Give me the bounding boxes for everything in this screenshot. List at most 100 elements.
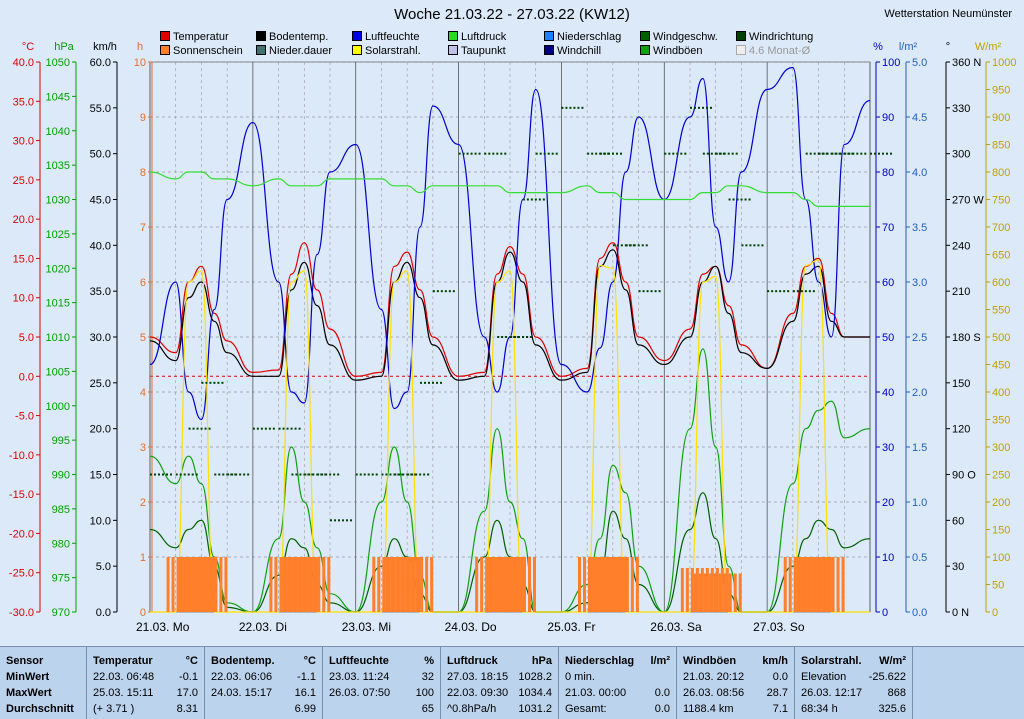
wind-direction-mark [192,427,195,430]
legend-swatch [544,31,554,41]
sunshine-bar [184,557,188,612]
sunshine-bar [500,557,504,612]
sunshine-bar [503,557,506,612]
wind-direction-mark [183,473,186,476]
direction-axis-label: 240 [952,240,970,252]
wind-direction-mark [260,427,263,430]
sunshine-bar [808,557,812,612]
wind-direction-mark [436,290,439,293]
pressure-axis-label: 1035 [46,160,70,172]
direction-axis-label: 90 O [952,470,976,482]
wind-direction-mark [616,152,618,155]
legend-label: Windgeschw. [653,31,718,43]
sunshine-bar [698,573,702,612]
sunshine-bar [201,557,205,612]
stats-cell: 868 [887,687,906,699]
wind-direction-mark [214,473,217,476]
sunshine-bar [297,557,301,612]
sunshine-bar [402,557,406,612]
rain-axis-label: 4.0 [912,167,927,179]
wind-direction-mark [510,336,512,338]
wind-direction-mark [706,152,709,155]
rain-axis-label: 3.5 [912,222,927,234]
wind-direction-mark [474,152,477,155]
wind-direction-mark [500,152,503,155]
legend-item: Windrichtung [736,31,813,43]
hours-axis-label: 9 [140,112,146,124]
sunshine-bar [312,557,316,612]
stats-row: Elevation -25.622 [801,669,906,685]
wind-direction-mark [744,198,747,201]
wind-direction-mark [715,152,718,155]
wind-direction-mark [440,290,443,293]
humidity-axis-label: 80 [882,167,894,179]
wind-direction-mark [317,473,320,476]
sunshine-bar [608,557,611,612]
wind-direction-mark [646,290,649,293]
wind-direction-mark [330,519,332,522]
solar-axis-label: 700 [992,222,1010,234]
sunshine-bar [181,557,185,612]
sunshine-bar [292,557,296,612]
wind-direction-mark [462,152,465,155]
solar-axis-label: 900 [992,112,1010,124]
x-tick-label: 27.03. So [753,620,805,634]
wind-direction-mark [672,152,675,155]
sunshine-bar [480,557,484,612]
stats-cell: 26.03. 12:17 [801,687,863,699]
wind-direction-mark [497,336,500,338]
stats-column: Luftdruck hPa 27.03. 18:15 1028.2 22.03. 09:… [441,647,559,719]
stats-cell: 8.31 [176,703,198,715]
stats-cell: 7.1 [772,703,788,715]
legend-item: Nieder.dauer [256,45,332,57]
sunshine-bar [713,573,717,612]
wind-direction-mark [694,106,696,109]
wind-direction-mark [600,152,602,155]
wind-axis-label: 5.0 [96,561,111,573]
solar-axis-label: 400 [992,387,1010,399]
temp-axis-label: 25.0 [13,175,34,187]
wind-direction-mark [796,290,799,293]
wind-direction-mark [835,152,838,155]
wind-direction-mark [745,244,748,247]
wind-axis-label: 25.0 [90,378,111,390]
wind-direction-mark [466,152,469,155]
sunshine-bar [803,557,807,612]
sunshine-bar [738,573,742,612]
direction-axis-label: 150 [952,378,970,390]
pressure-axis-label: 1010 [46,332,70,344]
wind-direction-mark [371,473,374,476]
wind-direction-mark [355,473,358,476]
legend-swatch [640,45,650,55]
stats-cell: 27.03. 18:15 [447,671,509,683]
stats-cell: 1188.4 km [683,703,734,715]
sunshine-bar [493,557,496,612]
pressure-axis-label: 1040 [46,126,70,138]
legend-label: Niederschlag [557,31,622,43]
sunshine-bar [415,557,419,612]
wind-direction-mark [290,427,293,430]
sunshine-bar [603,557,606,612]
humidity-axis-label: 60 [882,277,894,289]
hours-axis-label: 8 [140,167,146,179]
stats-cell: km/h [762,655,788,667]
wind-axis-label: 0.0 [96,607,111,619]
rain-axis-label: 0.0 [912,607,927,619]
wind-direction-mark [170,473,172,476]
temp-axis-label: 20.0 [13,214,34,226]
sunshine-bar [533,557,536,612]
hours-axis-label: 5 [140,332,146,344]
wind-direction-mark [534,198,537,201]
solar-axis-label: 1000 [992,57,1016,69]
wind-direction-mark [432,381,434,384]
stats-row: Durchschnitt [6,701,80,717]
wind-direction-mark [658,290,661,293]
pressure-axis-label: 1045 [46,91,70,103]
temp-axis-label: 15.0 [13,253,34,265]
stats-cell: 21.03. 20:12 [683,671,745,683]
sunshine-bar [718,573,722,612]
stats-cell: 22.03. 06:48 [93,671,155,683]
wind-direction-mark [213,381,216,384]
rain-axis-label: 5.0 [912,57,927,69]
wind-direction-mark [304,473,307,476]
